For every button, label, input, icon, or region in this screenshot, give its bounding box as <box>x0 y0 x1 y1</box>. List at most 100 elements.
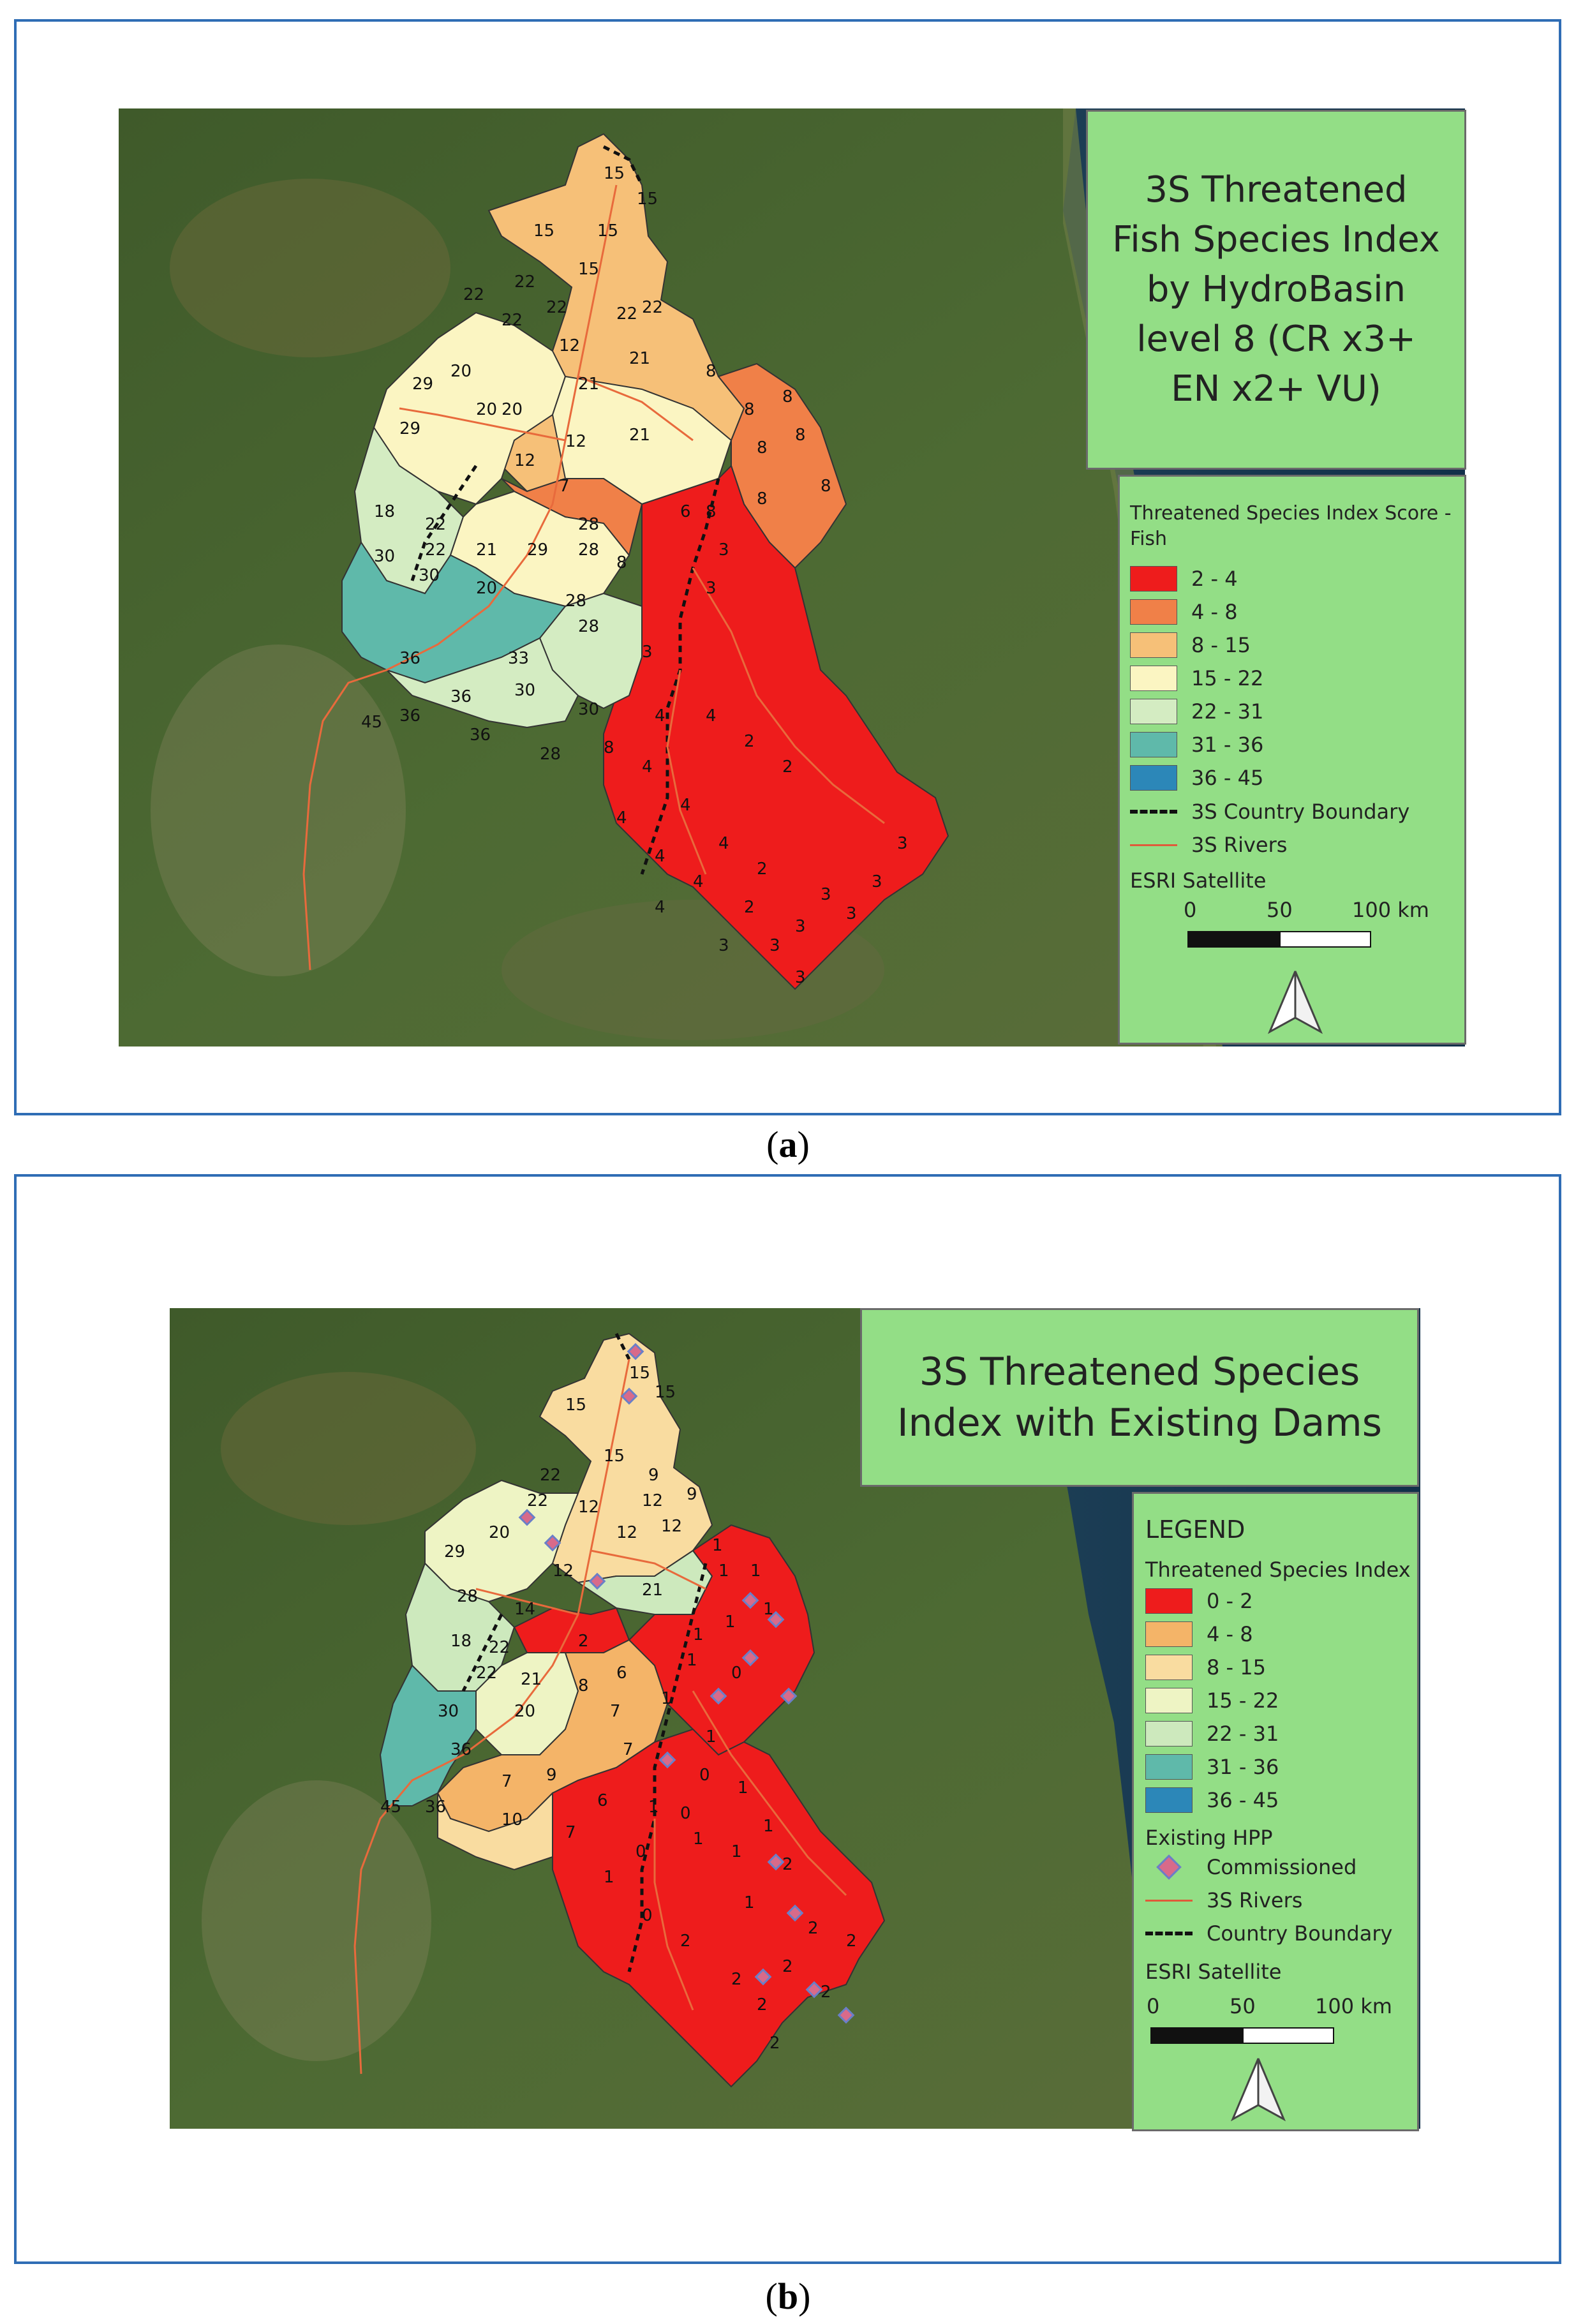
basin-label: 36 <box>399 706 420 726</box>
legend-class-label: 8 - 15 <box>1207 1655 1266 1680</box>
legend-class-label: 15 - 22 <box>1207 1688 1279 1713</box>
river-line-symbol <box>1130 844 1177 846</box>
legend-basemap: ESRI Satellite <box>1145 1960 1281 1984</box>
basin-label: 7 <box>610 1702 621 1721</box>
basin-label: 1 <box>738 1778 748 1798</box>
legend-boundary-label: Country Boundary <box>1207 1921 1393 1946</box>
scale-segment-light <box>1279 931 1371 948</box>
basin-label: 8 <box>604 738 614 757</box>
basin-label: 1 <box>706 1727 717 1747</box>
basin-label: 22 <box>425 515 446 534</box>
scale-label: 0 <box>1147 1994 1160 2018</box>
basin-label: 8 <box>616 553 627 572</box>
basin-label: 3 <box>795 917 806 936</box>
basin-label: 4 <box>642 757 653 777</box>
basin-label: 2 <box>744 732 755 751</box>
basin-label: 21 <box>476 540 497 560</box>
scale-segment-light <box>1242 2027 1334 2044</box>
basin-label: 4 <box>718 834 729 853</box>
dam-diamond-icon <box>1145 1854 1193 1880</box>
basin-label: 7 <box>623 1740 634 1759</box>
basin-label: 2 <box>680 1932 691 1951</box>
dry-plain <box>170 179 450 357</box>
basin-label: 3 <box>706 579 717 598</box>
legend-class-2: 4 - 8 <box>1130 599 1238 625</box>
legend-class-label: 31 - 36 <box>1191 733 1264 757</box>
legend-rivers: 3S Rivers <box>1130 833 1287 857</box>
agricultural-area <box>202 1780 431 2061</box>
basin-label: 1 <box>763 1817 774 1836</box>
panel-b-title: 3S Threatened Species Index with Existin… <box>896 1350 1383 1445</box>
basin-label: 22 <box>514 272 535 292</box>
basin-label: 45 <box>361 713 382 732</box>
basin-label: 12 <box>565 432 586 451</box>
agricultural-area <box>151 644 406 976</box>
basin-label: 30 <box>514 681 535 700</box>
basin-label: 28 <box>578 617 599 636</box>
legend-swatch <box>1145 1655 1193 1680</box>
basin-label: 15 <box>597 221 618 241</box>
country-boundary <box>461 1332 708 1972</box>
basin-label: 0 <box>636 1842 646 1861</box>
scale-bar: 0 50 100 km <box>1184 898 1452 955</box>
basin-label: 30 <box>438 1702 459 1721</box>
basin-label: 28 <box>565 592 586 611</box>
basin-label: 22 <box>546 298 567 317</box>
legend-swatch <box>1145 1688 1193 1713</box>
basin-class-0-2-south <box>552 1728 886 2088</box>
legend-basemap-label: ESRI Satellite <box>1130 868 1267 893</box>
legend-class-1: 0 - 2 <box>1145 1588 1253 1614</box>
basin-label: 20 <box>450 362 472 381</box>
basin-label: 8 <box>821 477 831 496</box>
basin-class-22-31-south <box>386 637 579 729</box>
panel-a-frame: 15 15 15 15 15 22 22 22 22 22 12 22 20 2… <box>14 19 1561 1115</box>
basin-label: 36 <box>450 1740 472 1759</box>
basin-label: 18 <box>450 1632 472 1651</box>
legend-swatch <box>1145 1588 1193 1614</box>
basin-label: 22 <box>463 285 484 304</box>
basin-label: 3 <box>821 885 831 904</box>
legend-class-5: 22 - 31 <box>1130 699 1263 724</box>
basin-label: 9 <box>648 1466 659 1485</box>
country-boundary <box>410 145 720 875</box>
basin-label: 20 <box>502 400 523 419</box>
basin-label: 28 <box>578 515 599 534</box>
panel-b-caption: (b) <box>0 2275 1576 2318</box>
boundary-line-symbol <box>1130 810 1177 814</box>
basin-label: 2 <box>782 1957 793 1976</box>
basin-label: 15 <box>604 1447 625 1466</box>
basin-label: 3 <box>642 643 653 662</box>
basin-label: 21 <box>578 375 599 394</box>
basin-label: 8 <box>757 489 768 509</box>
legend-swatch <box>1145 1721 1193 1747</box>
legend-rivers-label: 3S Rivers <box>1207 1888 1303 1912</box>
basin-label: 22 <box>540 1466 561 1485</box>
basin-label: 1 <box>750 1561 761 1581</box>
legend-commissioned-label: Commissioned <box>1207 1855 1357 1879</box>
legend-class-5: 22 - 31 <box>1145 1721 1279 1747</box>
legend-class-1: 2 - 4 <box>1130 566 1238 592</box>
panel-a-basin-labels: 15 15 15 15 15 22 22 22 22 22 12 22 20 2… <box>361 164 908 987</box>
panel-b-frame: 15 15 15 15 22 22 9 12 12 12 12 9 20 29 … <box>14 1174 1561 2264</box>
scale-segment-dark <box>1187 931 1279 948</box>
legend-class-label: 4 - 8 <box>1191 600 1238 624</box>
basin-label: 36 <box>399 649 420 668</box>
legend-class-2: 4 - 8 <box>1145 1621 1253 1647</box>
basin-class-15-22-west <box>424 1479 579 1603</box>
basin-label: 15 <box>604 164 625 183</box>
basin-label: 3 <box>718 936 729 955</box>
legend-commissioned: Commissioned <box>1145 1854 1357 1880</box>
caption-paren-close: ) <box>797 1124 810 1165</box>
basin-label: 21 <box>521 1670 542 1689</box>
legend-swatch <box>1130 666 1177 691</box>
legend-basemap-label: ESRI Satellite <box>1145 1960 1282 1984</box>
basin-label: 28 <box>540 745 561 764</box>
basin-label: 4 <box>655 706 665 726</box>
basin-label: 1 <box>718 1561 729 1581</box>
legend-class-label: 22 - 31 <box>1191 699 1264 724</box>
legend-class-label: 4 - 8 <box>1207 1622 1253 1646</box>
dry-plain <box>221 1372 476 1525</box>
legend-swatch <box>1130 699 1177 724</box>
basin-label: 8 <box>706 502 717 521</box>
basin-label: 3 <box>795 968 806 987</box>
